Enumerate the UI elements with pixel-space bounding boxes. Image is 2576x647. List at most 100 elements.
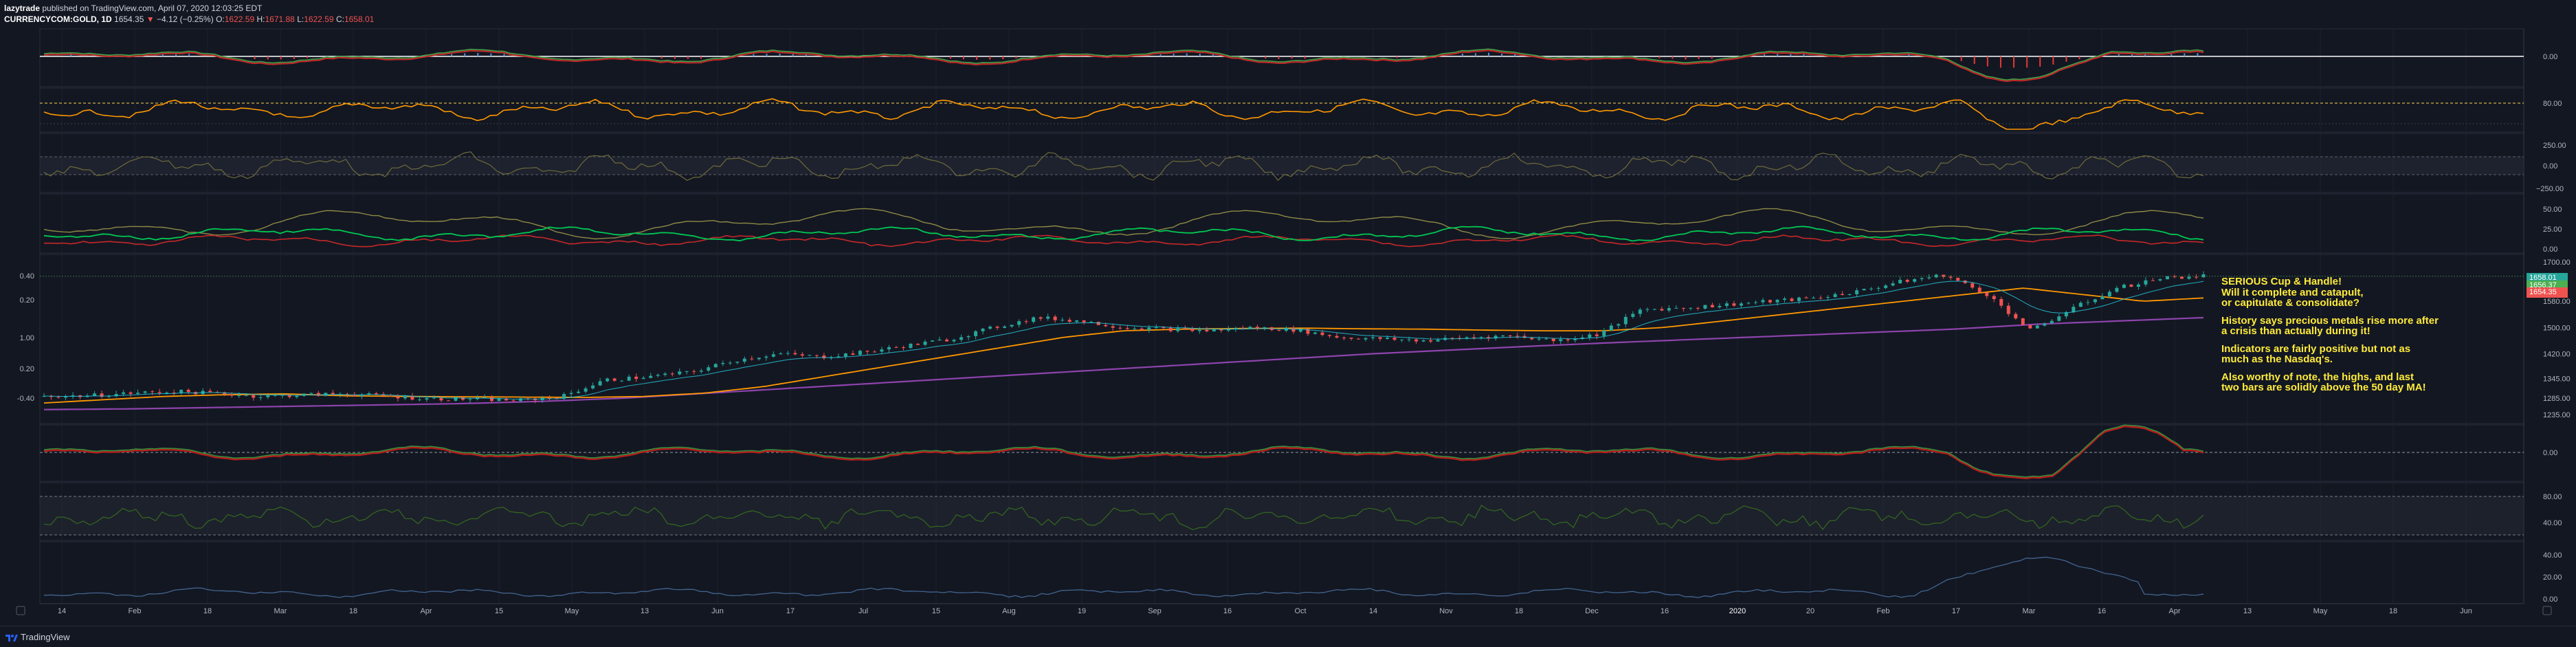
- osc1-hist-bar: [1461, 53, 1463, 56]
- candle-body: [1999, 298, 2003, 306]
- price-axis-label: 1700.00: [2543, 259, 2571, 267]
- candle-body: [2072, 307, 2076, 313]
- candle-body: [1168, 327, 1173, 331]
- candle-body: [2064, 312, 2068, 317]
- candle-body: [814, 355, 819, 356]
- osc1-hist-bar: [2144, 54, 2146, 56]
- osc1-hist-bar: [2065, 56, 2067, 62]
- candle-body: [548, 397, 552, 399]
- candle-body: [670, 373, 674, 375]
- candle-body: [988, 327, 992, 329]
- axis-label-adx: 0.00: [2543, 245, 2557, 254]
- candle-body: [1985, 292, 1989, 296]
- candle-body: [822, 355, 826, 359]
- osc1-hist-bar: [1803, 54, 1805, 56]
- candle-body: [634, 376, 639, 380]
- candle-body: [1183, 328, 1187, 329]
- candle-body: [468, 399, 472, 400]
- osc1-hist-bar: [1672, 56, 1674, 59]
- x-tick-label: 15: [932, 607, 940, 615]
- candle-body: [439, 397, 443, 401]
- candle-body: [1111, 326, 1115, 328]
- candle-body: [244, 395, 248, 396]
- candle-body: [1125, 328, 1129, 329]
- candle-body: [1162, 327, 1166, 329]
- candle-body: [2165, 276, 2169, 280]
- price-axis-label: 1235.00: [2543, 411, 2571, 419]
- ema-line: [43, 281, 2204, 400]
- candle-body: [1421, 340, 1425, 342]
- candle-body: [2028, 325, 2032, 329]
- chart-canvas[interactable]: 14 Feb 18 Mar 18 Apr 15 May 13 Jun 17 Jul 15 Aug 19 Sep…: [0, 0, 2576, 626]
- candle-body: [1703, 305, 1707, 309]
- candle-body: [151, 391, 155, 393]
- osc1-hist-bar: [660, 56, 663, 59]
- x-tick-label: 18: [2389, 607, 2397, 615]
- candle-body: [1241, 328, 1245, 329]
- cci-line: [43, 151, 2204, 182]
- candle-body: [1710, 305, 1714, 307]
- osc1-hist-bar: [2052, 56, 2054, 65]
- candle-body: [1920, 278, 1924, 280]
- candle-body: [497, 398, 501, 402]
- candle-body: [273, 395, 277, 396]
- candle-body: [858, 351, 862, 355]
- candle-body: [1566, 339, 1570, 340]
- x-tick-label: 13: [641, 607, 649, 615]
- candle-body: [1248, 327, 1252, 329]
- x-tick-label: 18: [349, 607, 357, 615]
- symbol-label[interactable]: CURRENCYCOM:GOLD, 1D: [4, 14, 112, 24]
- price-axis-label: 1500.00: [2543, 324, 2571, 332]
- candle-body: [620, 380, 624, 382]
- candle-body: [2187, 276, 2191, 279]
- candle-body: [2136, 284, 2140, 287]
- axis-label-stoch: 80.00: [2543, 493, 2562, 501]
- footer-brand: TradingView: [21, 632, 70, 642]
- candle-body: [1320, 332, 1324, 336]
- osc1-hist-bar: [1278, 56, 1280, 59]
- candle-body: [2129, 285, 2133, 287]
- osc1-hist-bar: [2118, 54, 2120, 56]
- candle-body: [1039, 317, 1043, 319]
- osc1-hist-bar: [307, 56, 309, 58]
- volatility-line: [43, 556, 2204, 598]
- axis-label-rsi: 80.00: [2543, 100, 2562, 108]
- candle-body: [1638, 309, 1642, 314]
- candle-body: [2173, 276, 2177, 277]
- candle-body: [945, 339, 949, 342]
- candle-body: [1660, 309, 1664, 311]
- candle-body: [793, 353, 797, 355]
- candle-body: [1537, 338, 1541, 340]
- candle-body: [403, 396, 407, 399]
- x-tick-label: Aug: [1002, 607, 1016, 615]
- stoch-band: [40, 496, 2524, 535]
- osc1-hist-bar: [1199, 54, 1201, 56]
- candle-body: [981, 328, 985, 331]
- candle-body: [2093, 299, 2097, 303]
- axis-label-osc2: 0.00: [2543, 449, 2557, 457]
- x-tick-label: 18: [203, 607, 212, 615]
- open-label: O:: [216, 14, 225, 24]
- osc2-red-line: [43, 425, 2204, 480]
- osc1-hist-bar: [792, 54, 794, 56]
- osc1-hist-bar: [1304, 56, 1306, 59]
- author-name[interactable]: lazytrade: [4, 3, 41, 13]
- candle-body: [2078, 303, 2083, 307]
- x-tick-label: May: [565, 607, 579, 615]
- left-axis-label: -0.40: [17, 395, 34, 403]
- osc1-hist-bar: [162, 54, 164, 56]
- close-value: 1658.01: [344, 14, 375, 24]
- x-tick-label: Jun: [2460, 607, 2472, 615]
- candle-body: [931, 340, 935, 342]
- candle-body: [266, 395, 270, 397]
- candle-body: [974, 331, 978, 336]
- osc1-hist-bar: [175, 54, 177, 56]
- candle-body: [808, 355, 812, 356]
- osc1-hist-bar: [753, 54, 755, 56]
- candle-body: [1595, 334, 1599, 336]
- left-axis-label: 1.00: [20, 334, 34, 342]
- osc1-hist-bar: [2184, 53, 2186, 56]
- tradingview-logo[interactable]: TradingView: [5, 632, 70, 642]
- candle-body: [1046, 316, 1050, 319]
- candle-body: [2194, 276, 2198, 278]
